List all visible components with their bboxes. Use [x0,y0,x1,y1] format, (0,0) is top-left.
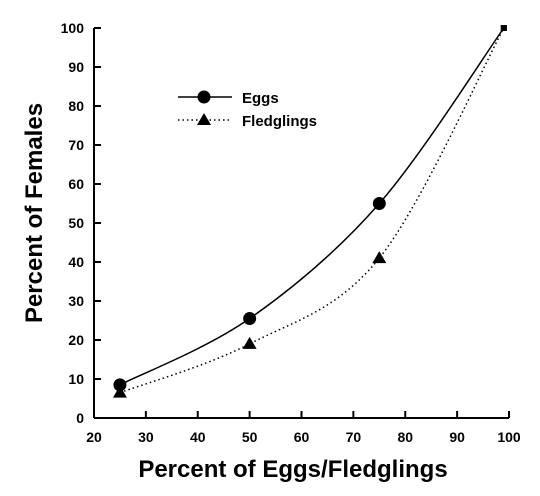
y-axis-title: Percent of Females [21,103,48,323]
y-tick-label: 0 [76,410,84,426]
legend-label-eggs: Eggs [242,90,279,107]
y-tick-label: 50 [68,215,84,231]
data-point-eggs [243,312,257,326]
y-tick-label: 80 [68,98,84,114]
series-line-eggs [119,27,505,386]
x-tick-label: 100 [497,429,521,445]
y-tick-label: 100 [61,20,85,36]
data-point-eggs [372,197,386,210]
x-axis-title: Percent of Eggs/Fledglings [138,456,447,483]
y-tick-label: 10 [68,371,84,387]
data-point-fledglings [242,336,257,349]
series-line-fledglings [119,27,505,394]
data-point-fledglings [372,251,387,264]
y-tick-label: 30 [68,293,84,309]
y-tick-label: 70 [68,137,84,153]
y-tick-label: 40 [68,254,84,270]
data-point-fledglings [112,385,127,398]
x-tick-label: 20 [86,429,102,445]
y-tick-label: 60 [68,176,84,192]
legend: Eggs Fledglings [178,90,317,130]
legend-swatch-eggs-marker [197,90,211,104]
x-tick-label: 30 [138,429,154,445]
x-tick-label: 80 [397,429,413,445]
x-tick-label: 70 [346,429,362,445]
legend-item-fledglings: Fledglings [178,113,317,130]
legend-swatch-fledglings-marker [197,113,211,125]
plot-axes [93,28,509,419]
legend-label-fledglings: Fledglings [242,113,317,130]
tick-group: 0 10 20 30 40 50 60 70 80 90 100 20 30 40 50 60 70 80 90 10… [61,20,521,445]
y-tick-label: 20 [68,332,84,348]
x-tick-label: 60 [294,429,310,445]
series-curves [119,27,505,394]
x-tick-label: 90 [449,429,465,445]
series-markers [112,25,507,398]
data-point-fledglings [500,25,507,31]
x-tick-label: 50 [242,429,258,445]
data-point-eggs [113,378,127,392]
y-tick-label: 90 [68,59,84,75]
legend-item-eggs: Eggs [178,90,279,107]
x-tick-label: 40 [190,429,206,445]
